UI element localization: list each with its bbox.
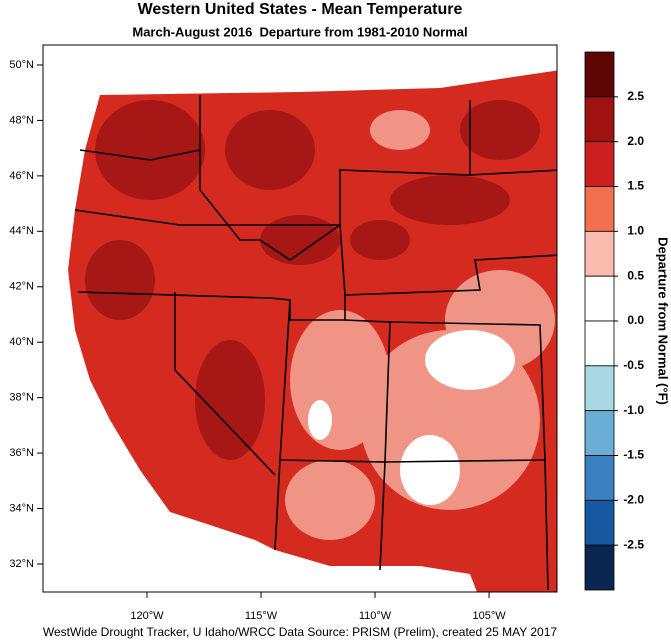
colorbar-label: -1.0 — [623, 403, 644, 417]
color-box — [584, 499, 615, 546]
y-tick-label: 44°N — [9, 225, 34, 237]
colorbar-label: 0.0 — [627, 313, 644, 327]
colorbar-label: 1.0 — [627, 224, 644, 238]
color-box — [584, 230, 615, 277]
x-tick-label: 120°W — [130, 610, 164, 622]
map-frame — [42, 44, 558, 593]
y-tick-label: 38°N — [9, 392, 34, 404]
colorbar-label: 2.0 — [627, 134, 644, 148]
x-tick-label: 115°W — [245, 610, 278, 622]
color-box — [584, 51, 615, 98]
y-tick-label: 34°N — [9, 502, 34, 514]
map-area — [68, 70, 557, 592]
color-box — [584, 455, 615, 501]
color-box — [584, 141, 615, 187]
y-tick-label: 36°N — [9, 447, 34, 459]
y-tick-label: 42°N — [9, 281, 34, 293]
footer: WestWide Drought Tracker, U Idaho/WRCC D… — [43, 625, 558, 639]
x-tick-label: 110°W — [359, 610, 392, 622]
color-box — [584, 544, 615, 591]
warm-patches — [85, 100, 540, 460]
colorbar-label: 2.5 — [627, 89, 644, 103]
colorbar-label: -2.0 — [623, 493, 644, 507]
color-box — [584, 275, 615, 322]
neutral-patches — [308, 330, 515, 505]
color-box — [584, 96, 615, 143]
subtitle: March-August 2016 Departure from 1981-20… — [132, 24, 467, 39]
colorbar-label: -0.5 — [623, 358, 644, 372]
color-box — [584, 365, 615, 412]
borders — [74, 95, 557, 591]
colorbar-label: -2.5 — [623, 537, 644, 551]
y-tick-label: 46°N — [9, 170, 34, 182]
x-tick-label: 105°W — [472, 610, 506, 622]
color-box — [584, 320, 615, 367]
colorbar-title: Departure from Normal (°F) — [656, 237, 671, 405]
title: Western United States - Mean Temperature — [138, 1, 463, 18]
colorbar-label: -1.5 — [623, 448, 644, 462]
y-tick-label: 32°N — [9, 558, 34, 570]
colorbar-label: 1.5 — [627, 179, 644, 193]
y-tick-label: 40°N — [9, 336, 34, 348]
color-box — [584, 410, 615, 456]
colorbar-label: 0.5 — [627, 268, 644, 282]
y-tick-label: 48°N — [9, 114, 34, 126]
color-box — [584, 186, 615, 232]
y-tick-label: 50°N — [9, 59, 34, 71]
